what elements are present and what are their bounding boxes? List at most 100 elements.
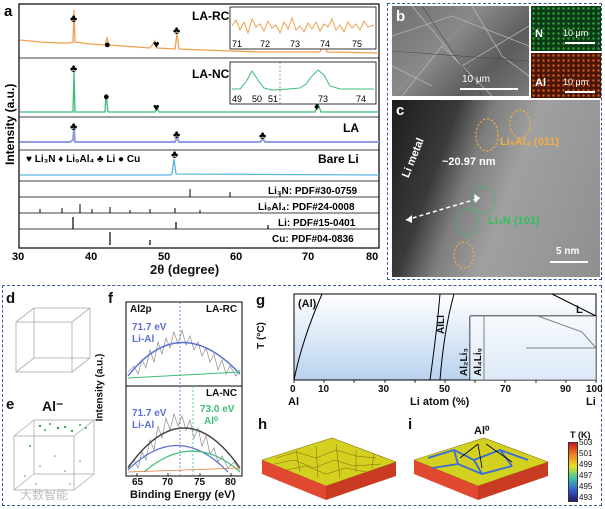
map-n: N 10 μm [531,6,601,51]
map-n-label: N [535,28,543,40]
svg-text:♣: ♣ [70,63,77,75]
ref-cu: Cu: PDF#04-0836 [272,234,354,245]
f-bot-ev2: 73.0 eV [200,404,235,415]
panel-a-label: a [4,3,13,20]
al-ion-label: Al⁻ [42,398,64,414]
panel-e-label: e [6,396,15,413]
f-xtick: 70 [162,477,174,488]
svg-text:49: 49 [232,94,242,104]
f-bot-sample: LA-NC [206,388,238,399]
panel-b-sem: b 10 μm [392,6,529,96]
g-xtick: 0 [290,384,296,395]
g-x-right: Li [586,396,596,408]
f-bot-species2: Al⁰ [204,416,219,427]
colorbar-tick: 499 [579,460,593,469]
panel-a-frame [18,3,380,249]
colorbar-tick: 495 [579,482,593,491]
inset-la-rc-ticks: 71 72 73 74 75 [232,39,362,49]
ref-li9al4: Li₉Al₄: PDF#24-0008 [258,202,355,213]
panel-g-label: g [256,292,266,309]
g-xtick: 30 [378,384,390,395]
panel-b-label: b [396,8,406,25]
panel-d-label: d [6,290,16,307]
label-bare-li: Bare Li [318,152,359,166]
label-la-nc: LA-NC [192,67,230,81]
svg-text:40: 40 [85,251,97,262]
tem-overlay [405,109,588,269]
panel-a-xticks: 30 40 50 60 70 80 [12,251,378,263]
li9al4-label: Li₉Al₄ (011) [500,136,560,148]
phase-al: (Al) [298,298,317,310]
svg-text:♣: ♣ [171,149,178,161]
svg-text:60: 60 [230,251,242,262]
g-xtick: 70 [500,384,512,395]
g-xtick: 50 [439,384,451,395]
sem-texture [392,6,529,96]
svg-text:♣: ♣ [173,129,180,141]
svg-text:♣: ♣ [173,25,180,37]
svg-text:73: 73 [318,94,328,104]
svg-text:74: 74 [356,94,366,104]
map-al-scale: 10 μm [563,77,589,87]
map-al-label: Al [535,77,546,89]
svg-text:70: 70 [302,251,314,262]
phase-al4li9: Al₄Li₉ [473,347,484,376]
f-xtick: 75 [194,477,206,488]
phase-legend: ♥ Li₃N ♦ Li₉Al₄ ♣ Li ● Cu [26,154,140,165]
panel-bc-frame [387,3,602,280]
f-xtick: 80 [225,477,237,488]
panel-i-slab [413,437,549,500]
inset-la-nc [229,61,377,105]
trace-la-rc [19,9,380,54]
svg-text:♣: ♣ [70,121,77,133]
li3n-label: Li₃N (101) [488,215,540,227]
phase-al2li3: Al₂Li₃ [459,348,470,376]
panel-e: e Al⁻ [6,396,101,496]
panel-d-cube [15,307,91,373]
trace-bare-li [20,158,380,176]
panel-f-chart [125,301,243,477]
colorbar-tick: 497 [579,471,593,480]
phase-alli: AlLi [436,315,447,334]
map-al: Al 10 μm [531,53,601,98]
panel-f: f Al2p LA-RC 71.7 eV Li-Al LA-NC 71.7 eV… [94,290,246,502]
panel-a-chart: a ♣ ● ♥ ♣ ♦ ♣ ● ♥ ♦ ♣ ♣ ♣ ♣ LA-RC LA-NC … [3,3,380,263]
svg-text:♥: ♥ [153,102,160,114]
al0-label: Al⁰ [474,425,490,437]
colorbar [568,442,578,502]
panel-i-label: i [408,416,413,433]
ref-sticks-li3n [189,189,281,197]
svg-text:♥: ♥ [153,39,160,51]
inset-la-nc-ticks: 49 50 51 73 74 [232,94,366,104]
svg-text:71: 71 [232,39,242,49]
colorbar-tick: 501 [579,449,593,458]
trace-la [20,127,379,143]
svg-text:51: 51 [268,94,278,104]
label-la-rc: LA-RC [192,9,230,23]
ref-li3n: Li₃N: PDF#30-0759 [268,186,358,197]
ref-li: Li: PDF#15-0401 [278,218,356,229]
panel-i: i Al⁰ T (K) 503 501 499 497 495 493 [404,416,600,504]
panel-h-slab [261,437,397,500]
colorbar-tick: 503 [579,438,593,447]
phase-l: L [576,304,583,316]
g-ylabel: T (°C) [255,322,267,349]
panel-f-label: f [108,290,113,307]
f-top-sample: LA-RC [206,304,238,315]
f-bot-species1: Li-Al [132,420,155,431]
panel-g-chart [293,293,597,383]
panel-e-cube [13,419,95,491]
svg-text:●: ● [103,91,110,103]
watermark: 大数智能 [20,488,69,502]
f-ylabel: Intensity (a.u.) [94,353,106,422]
f-xtick: 65 [132,477,144,488]
panel-h: h [252,416,402,504]
g-xtick: 90 [560,384,572,395]
f-bot-ev1: 71.7 eV [132,408,167,419]
svg-text:73: 73 [290,39,300,49]
f-top-species: Li-Al [132,334,155,345]
map-n-scale: 10 μm [563,28,589,38]
ref-sticks-li9al4 [39,204,201,213]
trace-la-nc [20,71,379,113]
svg-text:♦: ♦ [314,101,320,113]
